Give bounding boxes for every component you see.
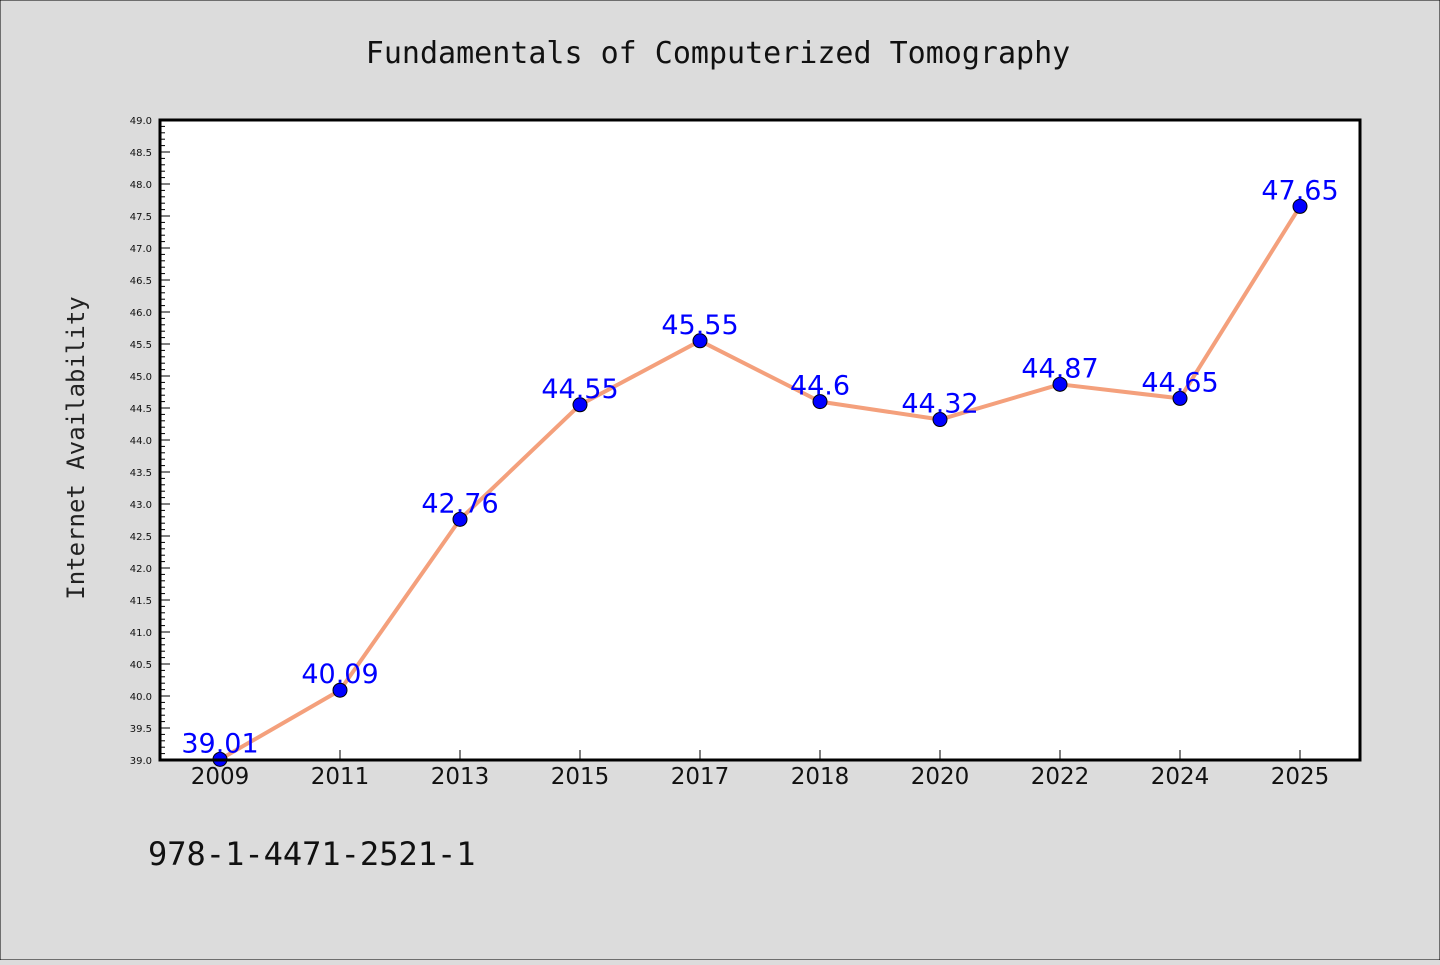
x-tick-label: 2020 (911, 764, 970, 790)
y-axis-label: Internet Availability (62, 296, 90, 599)
y-tick-label: 44.5 (130, 404, 152, 415)
data-label: 44.87 (1021, 353, 1098, 384)
data-point (1172, 390, 1188, 406)
data-label: 45.55 (661, 310, 738, 341)
data-label: 44.6 (790, 371, 850, 402)
data-label: 44.32 (901, 389, 978, 420)
y-tick-label: 42.0 (130, 564, 152, 575)
data-label: 39.01 (181, 728, 258, 759)
y-tick-label: 41.5 (130, 596, 152, 607)
data-label: 42.76 (421, 488, 498, 519)
y-tick-label: 46.0 (130, 308, 152, 319)
y-tick-label: 44.0 (130, 436, 152, 447)
footer-code: 978-1-4471-2521-1 (148, 835, 476, 873)
y-tick-label: 39.0 (130, 756, 152, 767)
y-tick-label: 47.5 (130, 212, 152, 223)
x-tick-label: 2025 (1271, 764, 1330, 790)
data-point (452, 511, 468, 527)
data-point (1052, 376, 1068, 392)
y-tick-label: 45.5 (130, 340, 152, 351)
y-tick-label: 47.0 (130, 244, 152, 255)
data-point (692, 333, 708, 349)
x-tick-label: 2018 (791, 764, 850, 790)
x-tick-label: 2024 (1151, 764, 1210, 790)
data-label: 47.65 (1261, 175, 1338, 206)
y-tick-label: 48.5 (130, 148, 152, 159)
x-tick-label: 2015 (551, 764, 610, 790)
series-group: 39.01 40.09 42.76 44.55 45.55 44.6 44.32 44.87 4… (181, 175, 1339, 767)
y-tick-label: 49.0 (130, 116, 152, 127)
plot-frame (158, 118, 1362, 762)
data-point (812, 394, 828, 410)
y-axis-ticks: 39.0 39.5 40.0 40.5 41.0 41.5 42.0 42.5 43.0 43.5… (130, 116, 170, 767)
y-tick-label: 41.0 (130, 628, 152, 639)
x-tick-label: 2011 (311, 764, 370, 790)
x-tick-label: 2022 (1031, 764, 1090, 790)
y-tick-label: 40.5 (130, 660, 152, 671)
y-tick-label: 43.0 (130, 500, 152, 511)
y-tick-label: 42.5 (130, 532, 152, 543)
plot-area (160, 120, 1360, 760)
data-point (932, 412, 948, 428)
data-label: 40.09 (301, 659, 378, 690)
series-line (218, 204, 1302, 762)
y-tick-label: 43.5 (130, 468, 152, 479)
data-label: 44.55 (541, 374, 618, 405)
data-point (332, 682, 348, 698)
x-tick-label: 2009 (191, 764, 250, 790)
y-tick-label: 48.0 (130, 180, 152, 191)
chart-title: Fundamentals of Computerized Tomography (366, 36, 1070, 71)
x-tick-label: 2017 (671, 764, 730, 790)
y-tick-label: 39.5 (130, 724, 152, 735)
y-tick-label: 40.0 (130, 692, 152, 703)
y-tick-label: 46.5 (130, 276, 152, 287)
x-tick-label: 2013 (431, 764, 490, 790)
data-label: 44.65 (1141, 367, 1218, 398)
data-point (1292, 198, 1308, 214)
data-point (572, 397, 588, 413)
y-tick-label: 45.0 (130, 372, 152, 383)
x-axis-ticks: 2009 2011 2013 2015 2017 2018 2020 2022 2024 2025 (191, 750, 1330, 790)
